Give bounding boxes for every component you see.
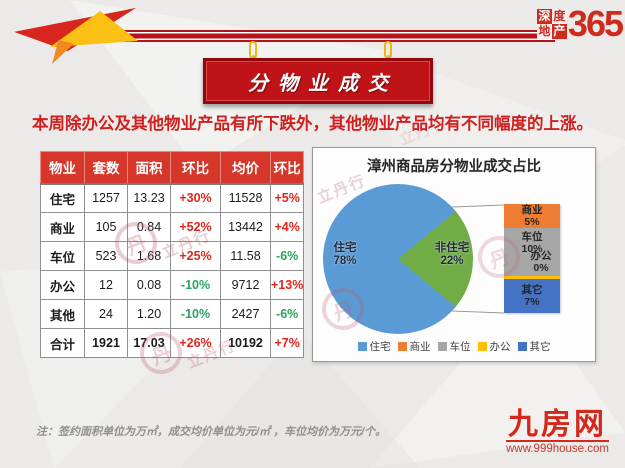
table-row: 商业 105 0.84 +52% 13442 +4% (40, 212, 305, 242)
bar-segment-商业: 商业 5% (504, 204, 560, 228)
footnote: 注：签约面积单位为万㎡，成交均价单位为元/㎡ ，车位均价为万元/个。 (36, 426, 387, 438)
value-cell: 0.08 (127, 270, 171, 300)
value-cell: +52% (170, 212, 221, 242)
logo-char: 深 (536, 9, 552, 24)
pie-label-residential: 住宅 78% (333, 242, 357, 267)
bar-segment-label: 办公 0% (530, 250, 552, 274)
value-cell: 11528 (220, 183, 271, 213)
bar-segment-label: 其它 7% (521, 284, 543, 308)
value-cell: -10% (170, 270, 221, 300)
legend-label: 商业 (409, 341, 431, 353)
leader-lines (451, 204, 505, 314)
value-cell: -6% (269, 241, 305, 271)
value-cell: 2427 (220, 299, 271, 329)
chain-link-icon (384, 41, 392, 59)
table-header-cell: 环比 (170, 151, 221, 185)
value-cell: 105 (84, 212, 128, 242)
value-cell: 11.58 (220, 241, 271, 271)
value-cell: 13442 (220, 212, 271, 242)
bar-segment-办公 (504, 276, 560, 279)
row-label-cell: 合计 (40, 328, 85, 358)
pie-chart (323, 184, 473, 334)
section-banner: 分物业成交 (203, 58, 433, 104)
logo-char: 产 (551, 24, 567, 39)
pie-label-nonresidential: 非住宅 22% (434, 242, 470, 267)
section-title: 分物业成交 (248, 72, 398, 95)
value-cell: +30% (170, 183, 221, 213)
table-header-cell: 环比 (269, 151, 305, 185)
table-row: 住宅 1257 13.23 +30% 11528 +5% (40, 183, 305, 213)
pie-chart-panel: 漳州商品房分物业成交占比 住宅 78% 非住宅 22% 商业 5% 车位 10% 办公 0… (312, 147, 596, 362)
value-cell: 13.23 (127, 183, 171, 213)
chain-link-icon (249, 41, 257, 59)
row-label-cell: 其他 (40, 299, 85, 329)
legend-item: 办公 (477, 339, 511, 354)
table-header-cell: 均价 (220, 151, 271, 185)
legend-swatch-icon (477, 342, 487, 351)
legend-item: 其它 (517, 339, 551, 354)
property-table: 物业 套数 面积 环比 均价 环比 住宅 1257 13.23 +30% 11528 +5% 商业 10… (40, 151, 305, 358)
logo-char: 地 (536, 24, 552, 39)
bar-segment-其它: 其它 7% (504, 279, 560, 313)
legend-item: 住宅 (357, 339, 391, 354)
table-row: 合计 1921 17.03 +26% 10192 +7% (40, 328, 305, 358)
value-cell: +25% (170, 241, 221, 271)
value-cell: 9712 (220, 270, 271, 300)
logo-char: 度 (551, 9, 567, 24)
legend-swatch-icon (357, 342, 367, 351)
brand-logo: 深 度 地 产 365 (536, 3, 624, 44)
value-cell: 1.68 (127, 241, 171, 271)
row-label-cell: 办公 (40, 270, 85, 300)
value-cell: 1921 (84, 328, 128, 358)
logo-number: 365 (567, 3, 624, 44)
bar-segment-label: 车位 10% (521, 231, 543, 255)
legend-swatch-icon (397, 342, 407, 351)
header-rule-line (95, 30, 555, 42)
bar-segment-label: 商业 5% (521, 204, 543, 228)
value-cell: 24 (84, 299, 128, 329)
legend-label: 其它 (529, 341, 551, 353)
table-row: 车位 523 1.68 +25% 11.58 -6% (40, 241, 305, 271)
value-cell: -10% (170, 299, 221, 329)
chart-title: 漳州商品房分物业成交占比 (367, 159, 541, 175)
legend-swatch-icon (517, 342, 527, 351)
table-header-cell: 面积 (127, 151, 171, 185)
row-label-cell: 住宅 (40, 183, 85, 213)
site-url: www.999house.com (506, 440, 609, 455)
value-cell: +4% (269, 212, 305, 242)
table-header-row: 物业 套数 面积 环比 均价 环比 (40, 151, 305, 185)
row-label-cell: 车位 (40, 241, 85, 271)
value-cell: +7% (269, 328, 305, 358)
legend-label: 办公 (489, 341, 511, 353)
value-cell: +13% (269, 270, 305, 300)
table-header-cell: 套数 (84, 151, 128, 185)
legend-swatch-icon (437, 342, 447, 351)
summary-headline: 本周除办公及其他物业产品有所下跌外，其他物业产品均有不同幅度的上涨。 (32, 115, 593, 133)
value-cell: 0.84 (127, 212, 171, 242)
legend-item: 商业 (397, 339, 431, 354)
site-name: 九房网 (508, 408, 608, 441)
brand-logo-characters: 深 度 地 产 (536, 9, 567, 39)
site-logo: 九房网 www.999house.com (506, 410, 609, 455)
value-cell: 523 (84, 241, 128, 271)
property-table-wrap: 物业 套数 面积 环比 均价 环比 住宅 1257 13.23 +30% 11528 +5% 商业 10… (40, 151, 305, 358)
value-cell: 12 (84, 270, 128, 300)
chart-legend: 住宅 商业 车位 办公 其它 (313, 339, 595, 354)
value-cell: 17.03 (127, 328, 171, 358)
value-cell: 1.20 (127, 299, 171, 329)
legend-label: 住宅 (369, 341, 391, 353)
bar-segment-车位: 车位 10% 办公 0% (504, 228, 560, 276)
table-row: 其他 24 1.20 -10% 2427 -6% (40, 299, 305, 329)
legend-item: 车位 (437, 339, 471, 354)
row-label-cell: 商业 (40, 212, 85, 242)
legend-label: 车位 (449, 341, 471, 353)
breakdown-bar: 商业 5% 车位 10% 办公 0% 其它 7% (504, 204, 560, 313)
value-cell: 10192 (220, 328, 271, 358)
table-row: 办公 12 0.08 -10% 9712 +13% (40, 270, 305, 300)
value-cell: +26% (170, 328, 221, 358)
value-cell: -6% (269, 299, 305, 329)
value-cell: +5% (269, 183, 305, 213)
table-header-cell: 物业 (40, 151, 85, 185)
value-cell: 1257 (84, 183, 128, 213)
